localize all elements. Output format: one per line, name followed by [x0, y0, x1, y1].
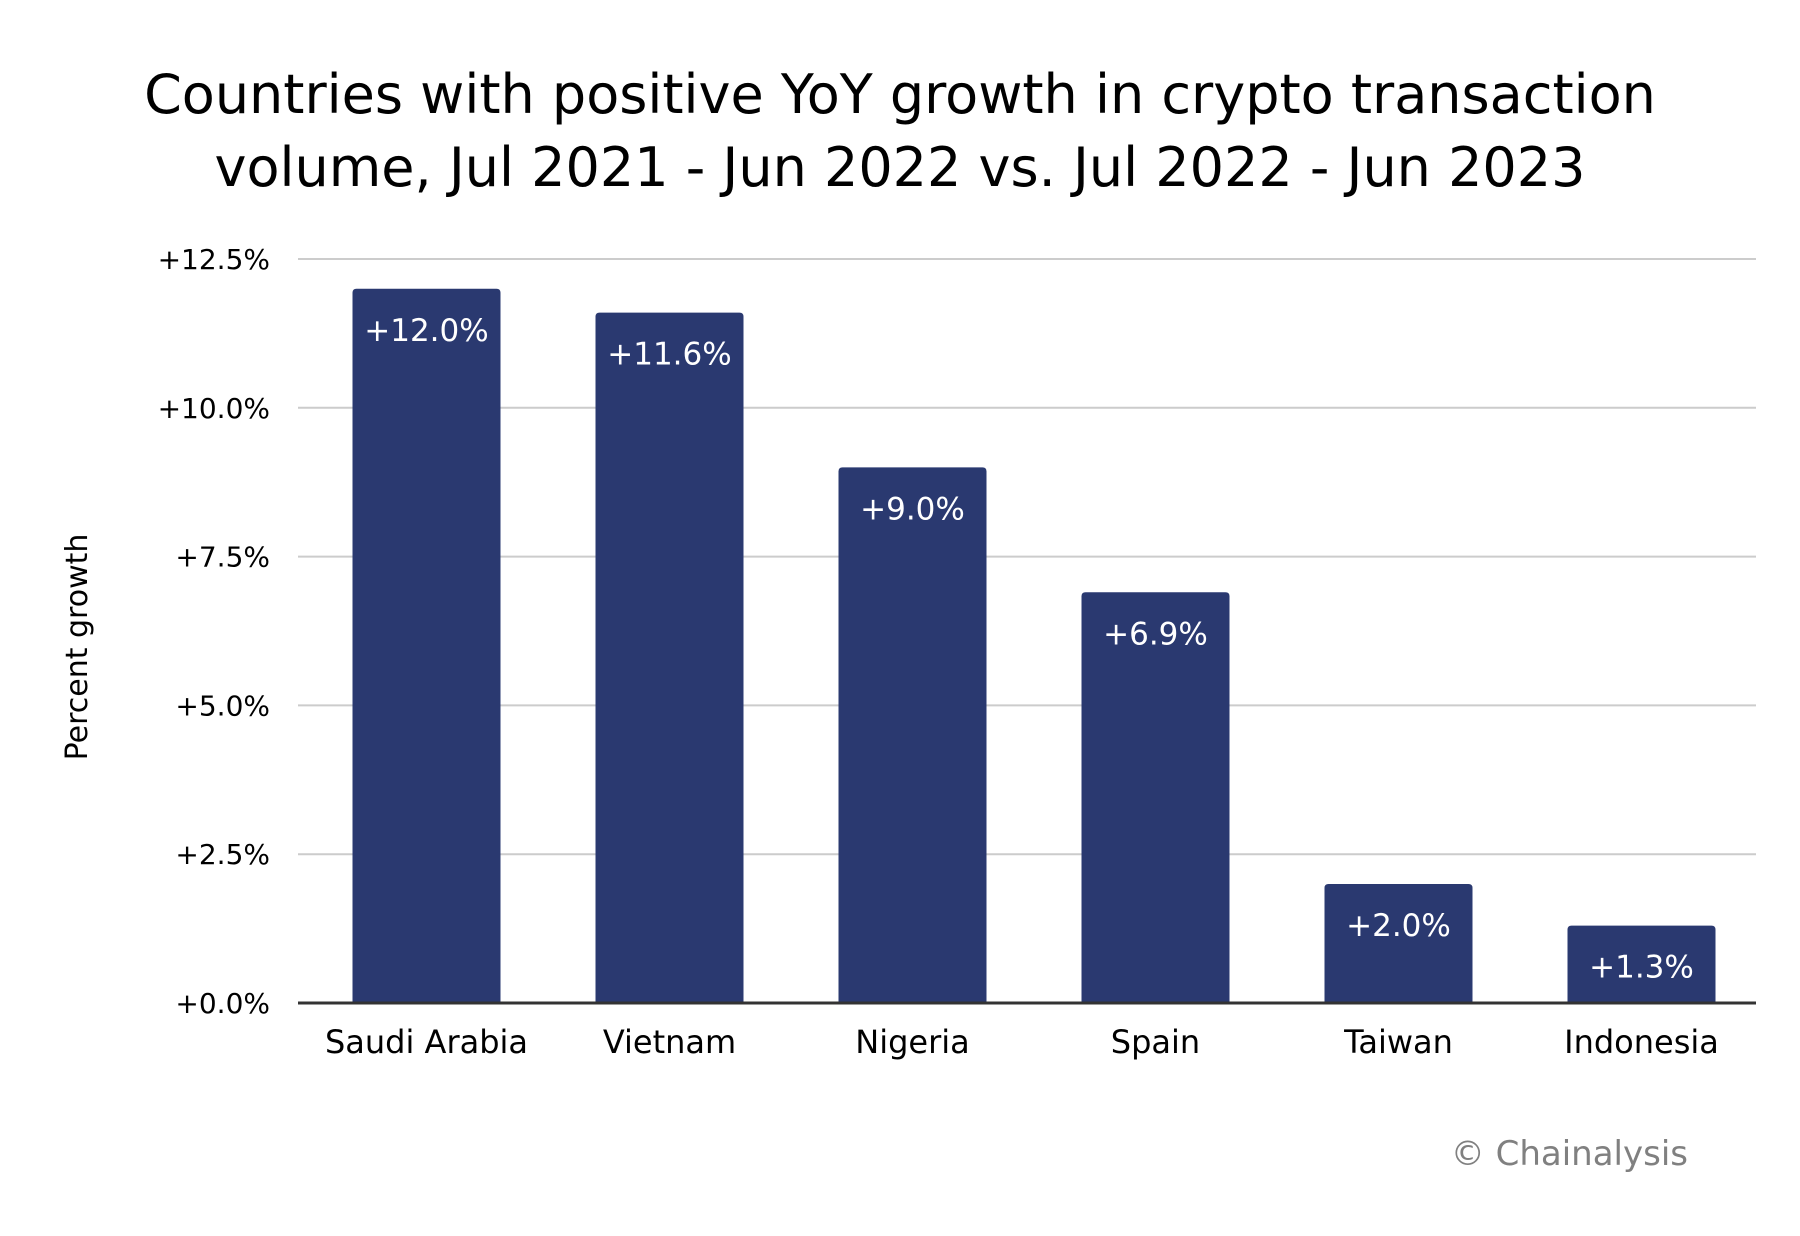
x-tick-label: Saudi Arabia [325, 1023, 528, 1061]
y-tick-label: +2.5% [175, 838, 270, 871]
bar [838, 467, 987, 1003]
bar [595, 312, 744, 1003]
y-tick-label: +12.5% [158, 243, 270, 276]
copyright-credit: © Chainalysis [1450, 1134, 1688, 1174]
data-label: +9.0% [860, 491, 965, 527]
title-line-1: Countries with positive YoY growth in cr… [144, 63, 1656, 126]
title-line-2: volume, Jul 2021 - Jun 2022 vs. Jul 2022… [214, 136, 1586, 199]
x-tick-label: Taiwan [1343, 1023, 1453, 1061]
y-tick-label: +7.5% [175, 541, 270, 574]
bar [1324, 883, 1473, 1003]
x-tick-label: Spain [1111, 1023, 1200, 1061]
data-label: +6.9% [1103, 616, 1208, 652]
chart-title: Countries with positive YoY growth in cr… [0, 58, 1800, 204]
y-tick-label: +0.0% [175, 987, 270, 1020]
bar [1567, 925, 1716, 1003]
x-tick-label: Vietnam [603, 1023, 736, 1061]
bar [1081, 592, 1230, 1003]
data-label: +2.0% [1346, 908, 1451, 944]
data-label: +1.3% [1589, 950, 1694, 986]
y-axis-label: Percent growth [60, 534, 95, 761]
data-label: +12.0% [364, 313, 488, 349]
data-label: +11.6% [607, 337, 731, 373]
bar [352, 288, 501, 1003]
y-tick-label: +5.0% [175, 689, 270, 722]
y-tick-label: +10.0% [158, 392, 270, 425]
x-tick-label: Nigeria [855, 1023, 969, 1061]
x-tick-label: Indonesia [1564, 1023, 1719, 1061]
